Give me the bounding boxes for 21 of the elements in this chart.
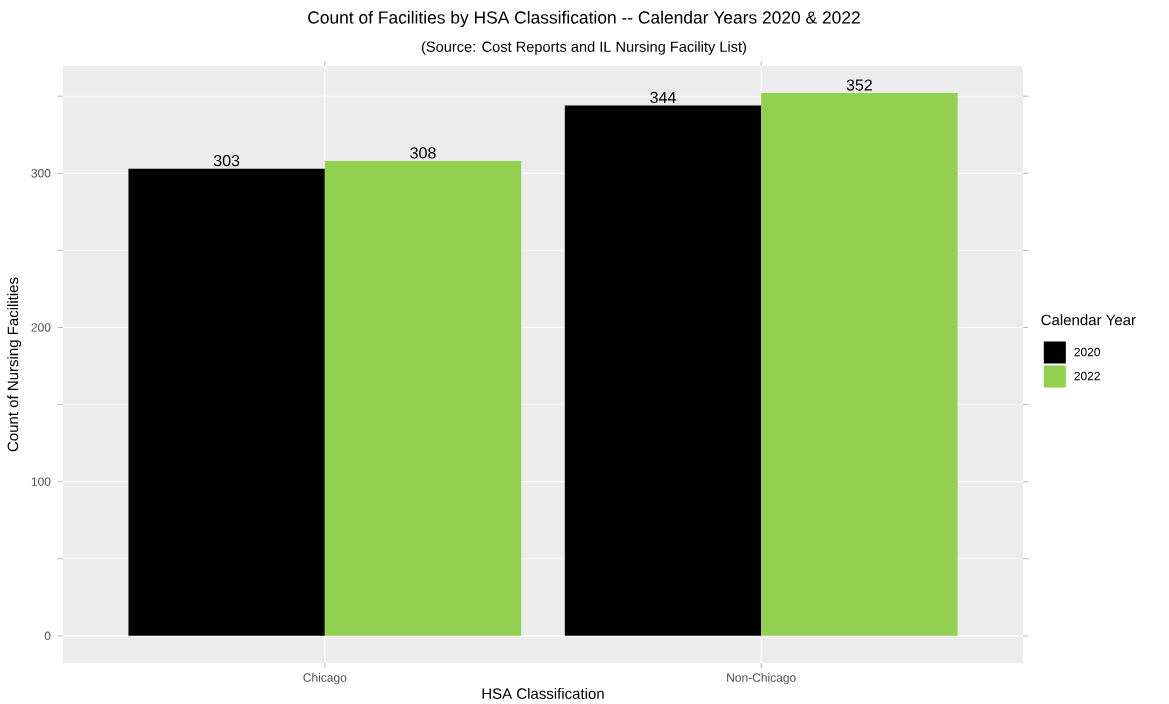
y-tick-label: 300 xyxy=(31,169,51,178)
y-tick-label: 200 xyxy=(31,323,51,332)
bar xyxy=(128,168,325,636)
legend-label: 2020 xyxy=(1074,347,1101,357)
bar xyxy=(761,93,958,636)
data-label: 303 xyxy=(213,154,240,167)
x-axis-title: HSA Classification xyxy=(482,687,604,699)
chart-title: Count of Facilities by HSA Classification -- Calendar Years 2020 & 2022 xyxy=(308,10,860,28)
x-tick-label: Chicago xyxy=(303,673,347,685)
data-label: 352 xyxy=(846,79,872,91)
y-axis-title: Count of Nursing Facilities xyxy=(7,277,22,452)
x-tick-label: Non-Chicago xyxy=(727,673,796,685)
legend-label: 2022 xyxy=(1074,371,1100,381)
legend-title: Calendar Year xyxy=(1041,314,1136,326)
data-label: 308 xyxy=(410,147,436,159)
bar xyxy=(324,160,522,636)
y-tick-label: 0 xyxy=(44,631,51,641)
chart-subtitle: (Source: Cost Reports and IL Nursing Facility List) xyxy=(421,41,746,55)
y-tick-label: 100 xyxy=(31,477,51,486)
bar xyxy=(564,105,762,636)
data-label: 344 xyxy=(650,91,676,104)
